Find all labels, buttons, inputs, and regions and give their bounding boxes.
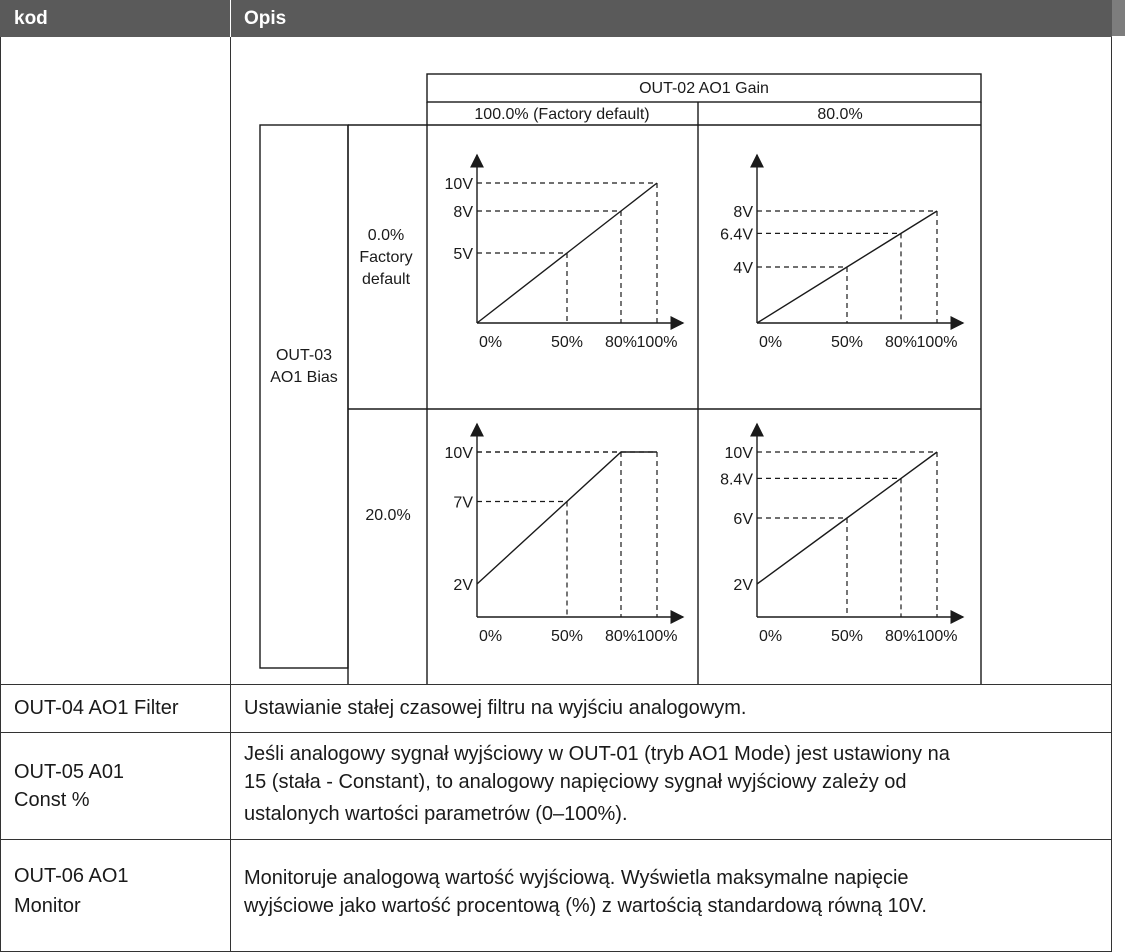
y-tick-label: 5V	[453, 246, 473, 263]
series-line	[476, 182, 658, 324]
x-tick-label: 50%	[831, 628, 863, 645]
table-left-border	[0, 37, 1, 952]
x-tick-label: 100%	[917, 628, 958, 645]
y-tick-label: 2V	[733, 577, 753, 594]
row-description: Ustawianie stałej czasowej filtru na wyj…	[244, 697, 747, 719]
row-code: OUT-05 A01	[14, 761, 125, 783]
row-description: wyjściowe jako wartość procentową (%) z …	[244, 895, 927, 917]
bias-0-label: 0.0%	[368, 227, 404, 244]
row-code: OUT-04 AO1 Filter	[14, 697, 179, 719]
y-tick-label: 8V	[733, 204, 753, 221]
y-tick-label: 10V	[445, 445, 474, 462]
table-header: kod Opis	[0, 0, 1112, 37]
y-tick-label: 2V	[453, 577, 473, 594]
bias-label: AO1 Bias	[270, 369, 338, 386]
x-tick-label: 80%	[885, 628, 917, 645]
y-tick-label: 4V	[733, 260, 753, 277]
y-tick-label: 6.4V	[720, 226, 753, 243]
row-code: OUT-06 AO1	[14, 865, 129, 887]
table-right-border	[1111, 37, 1112, 952]
x-tick-label: 100%	[637, 334, 678, 351]
page-edge-tab	[1112, 0, 1125, 36]
row-divider	[0, 839, 1112, 840]
x-tick-label: 80%	[605, 334, 637, 351]
bias-20-label: 20.0%	[365, 507, 410, 524]
x-tick-label: 0%	[479, 334, 502, 351]
row-description: 15 (stała - Constant), to analogowy napi…	[244, 771, 907, 793]
gain-100-label: 100.0% (Factory default)	[474, 106, 649, 123]
figure-frame	[259, 73, 982, 684]
row-code: Monitor	[14, 895, 81, 917]
row-code: Const %	[14, 789, 90, 811]
x-tick-label: 100%	[917, 334, 958, 351]
x-tick-label: 0%	[479, 628, 502, 645]
x-tick-label: 50%	[831, 334, 863, 351]
x-tick-label: 80%	[885, 334, 917, 351]
x-tick-label: 0%	[759, 334, 782, 351]
x-tick-label: 80%	[605, 628, 637, 645]
row-description: Jeśli analogowy sygnał wyjściowy w OUT-0…	[244, 743, 950, 765]
y-tick-label: 6V	[733, 511, 753, 528]
y-tick-label: 8.4V	[720, 471, 753, 488]
header-description: Opis	[244, 8, 287, 29]
y-tick-label: 10V	[445, 176, 474, 193]
x-tick-label: 0%	[759, 628, 782, 645]
series-line	[756, 210, 938, 324]
y-tick-label: 7V	[453, 495, 473, 512]
bias-0-label: default	[362, 271, 411, 288]
header-code: kod	[14, 8, 48, 29]
header-divider	[230, 0, 231, 37]
row-description: Monitoruje analogową wartość wyjściową. …	[244, 867, 909, 889]
row-description: ustalonych wartości parametrów (0–100%).	[244, 803, 628, 825]
series-line	[756, 451, 938, 585]
bias-0-label: Factory	[359, 249, 412, 266]
row-divider	[0, 732, 1112, 733]
row-divider	[0, 684, 1112, 685]
x-tick-label: 100%	[637, 628, 678, 645]
y-tick-label: 10V	[725, 445, 754, 462]
x-tick-label: 50%	[551, 334, 583, 351]
gain-title: OUT-02 AO1 Gain	[639, 80, 769, 97]
x-tick-label: 50%	[551, 628, 583, 645]
gain-bias-figure: OUT-02 AO1 Gain 100.0% (Factory default)…	[259, 73, 982, 684]
gain-80-label: 80.0%	[817, 106, 862, 123]
series-line	[476, 451, 657, 585]
bias-label: OUT-03	[276, 347, 332, 364]
table-column-divider	[230, 37, 231, 952]
y-tick-label: 8V	[453, 204, 473, 221]
